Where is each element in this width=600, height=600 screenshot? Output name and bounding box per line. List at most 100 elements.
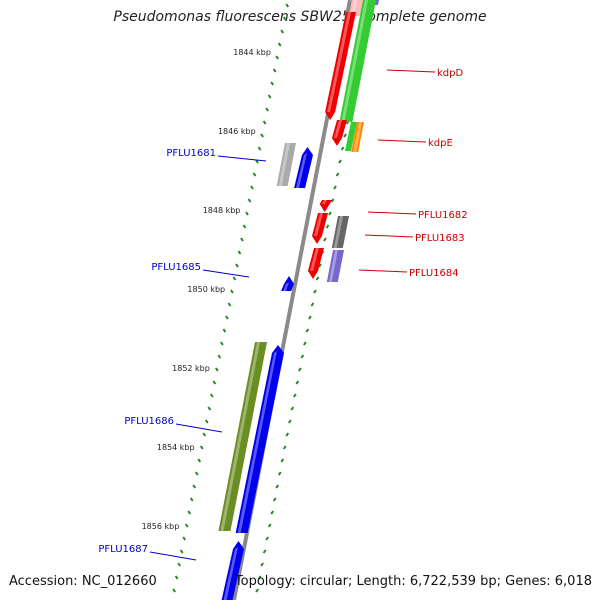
inner-tick-mark xyxy=(272,68,277,73)
inner-tick-mark xyxy=(202,432,207,437)
inner-tick-mark xyxy=(217,354,222,359)
outer-tick-mark xyxy=(305,328,310,333)
inner-tick-mark xyxy=(230,289,234,294)
kdpE-green-sliver xyxy=(345,122,357,151)
outer-tick-mark xyxy=(285,432,290,437)
inner-tick-mark xyxy=(280,29,285,34)
outer-tick-mark xyxy=(318,263,322,268)
inner-tick-mark xyxy=(240,237,244,242)
outer-tick-mark xyxy=(343,133,347,138)
inner-tick-mark xyxy=(252,172,257,177)
outer-tick-mark xyxy=(270,510,275,515)
outer-tick-mark xyxy=(292,393,297,398)
PFLU1686-gene xyxy=(235,345,284,533)
PFLU1686-olive-feature-highlight xyxy=(220,342,260,531)
ruler-label: 1844 kbp xyxy=(233,48,271,57)
outer-tick-mark xyxy=(275,484,280,489)
outer-tick-mark xyxy=(340,146,345,151)
PFLU1683-grey-feature-body xyxy=(331,216,349,248)
gene-label-leader xyxy=(358,269,408,273)
inner-tick-mark xyxy=(177,562,181,567)
PFLU1687-gene-body xyxy=(221,541,244,600)
gene-label-leader xyxy=(386,69,436,73)
green-operon-feature xyxy=(339,0,376,122)
outer-tick-mark xyxy=(333,185,337,190)
outer-tick-mark xyxy=(310,302,315,307)
ruler-label: 1854 kbp xyxy=(157,443,195,452)
accession-text: Accession: NC_012660 xyxy=(9,574,157,589)
outer-tick-mark xyxy=(295,380,300,385)
inner-tick-mark xyxy=(194,471,199,476)
kdpE-gene-highlight xyxy=(333,120,342,138)
inner-tick-mark xyxy=(235,263,239,268)
inner-tick-mark xyxy=(277,42,282,47)
inner-tick-mark xyxy=(247,198,252,203)
outer-tick-mark xyxy=(267,523,272,528)
green-operon-feature-highlight xyxy=(341,0,368,122)
outer-tick-mark xyxy=(300,354,305,359)
inner-tick-mark xyxy=(204,419,209,424)
PFLU1687-gene-highlight xyxy=(223,547,238,600)
gene-label-PFLU1687: PFLU1687 xyxy=(98,544,148,555)
inner-tick-mark xyxy=(265,107,269,112)
outer-tick-mark xyxy=(260,562,264,567)
outer-tick-mark xyxy=(272,497,277,502)
map-title: Pseudomonas fluorescens SBW25, complete … xyxy=(113,9,487,25)
ruler-label: 1850 kbp xyxy=(187,285,225,294)
PFLU1687-gene xyxy=(221,541,244,600)
inner-tick-mark xyxy=(227,302,232,307)
PFLU1681-grey-feature-body xyxy=(276,143,296,186)
inner-tick-mark xyxy=(262,120,267,125)
inner-tick-mark xyxy=(250,185,254,190)
PFLU1681-grey-feature xyxy=(276,143,296,186)
PFLU1683-grey-feature-highlight xyxy=(333,216,343,248)
genome-summary-text: Topology: circular; Length: 6,722,539 bp… xyxy=(234,574,592,589)
PFLU1685-gene xyxy=(281,276,294,291)
gene-label-leader xyxy=(202,269,250,278)
PFLU1685-gene-body xyxy=(281,276,294,291)
green-operon-feature-body xyxy=(339,0,376,122)
outer-tick-mark xyxy=(323,237,327,242)
gene-label-kdpE: kdpE xyxy=(428,138,453,149)
PFLU1681-grey-feature-highlight xyxy=(278,143,290,186)
ruler-label: 1848 kbp xyxy=(203,206,241,215)
outer-tick-mark xyxy=(325,224,330,229)
PFLU1684-gene-highlight xyxy=(310,248,319,271)
PFLU1686-gene-body xyxy=(235,345,284,533)
gene-label-PFLU1683: PFLU1683 xyxy=(415,233,465,244)
outer-tick-mark xyxy=(330,198,335,203)
PFLU1686-olive-feature-body xyxy=(218,342,267,531)
PFLU1682-gene-highlight xyxy=(314,213,323,236)
inner-tick-mark xyxy=(285,3,290,8)
PFLU1681-blue-gene-highlight xyxy=(296,153,307,188)
outer-tick-mark xyxy=(280,458,285,463)
PFLU1683-grey-feature xyxy=(331,216,349,248)
inner-tick-mark xyxy=(179,549,184,554)
PFLU1682-gene-body xyxy=(312,213,328,244)
PFLU1684-purple-feature-body xyxy=(326,250,344,282)
ruler-label: 1852 kbp xyxy=(172,364,210,373)
inner-tick-mark xyxy=(172,588,176,593)
PFLU1682-feature-highlight xyxy=(321,200,327,204)
outer-tick-mark xyxy=(298,367,302,372)
inner-tick-mark xyxy=(199,445,204,450)
inner-tick-mark xyxy=(174,575,179,580)
inner-tick-mark xyxy=(232,276,237,281)
gene-label-leader xyxy=(175,423,223,433)
PFLU1684-purple-feature xyxy=(326,250,344,282)
outer-tick-mark xyxy=(303,341,307,346)
outer-tick-mark xyxy=(265,536,270,541)
PFLU1685-gene-highlight xyxy=(283,282,289,291)
PFLU1686-gene-highlight xyxy=(237,351,277,533)
gene-label-kdpD: kdpD xyxy=(437,68,463,79)
outer-tick-mark xyxy=(262,549,267,554)
gene-label-leader xyxy=(364,234,414,238)
kdpE-orange-feature-highlight xyxy=(353,122,362,152)
inner-tick-mark xyxy=(260,133,264,138)
PFLU1684-gene xyxy=(308,248,324,279)
outer-tick-mark xyxy=(257,575,262,580)
inner-tick-mark xyxy=(182,536,187,541)
PFLU1682-gene xyxy=(312,213,328,244)
